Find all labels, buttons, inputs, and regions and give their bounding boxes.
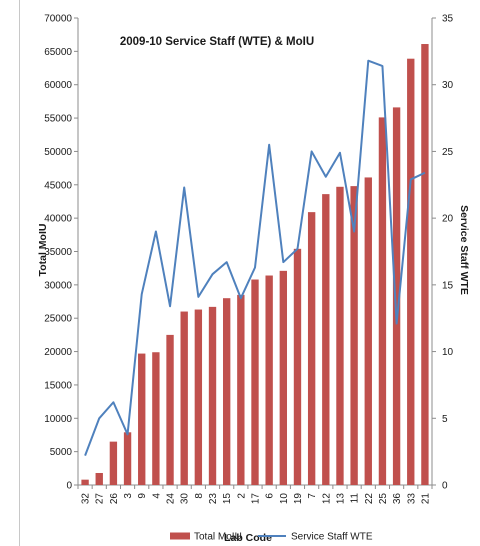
y-tick-label-left: 25000 [44,314,72,325]
x-axis: 32 27 26 3 9 4 24 30 8 23 15 2 17 6 10 19 7 12 13 11 22 25 36 3… [77,484,433,505]
legend-label-bar: Total MoIU [194,532,242,543]
y-tick-label-left: 70000 [44,14,72,25]
bar [364,177,372,485]
y-tick-label-left: 45000 [44,180,72,191]
y-tick-label-right: 20 [442,214,454,225]
chart-svg: 2009-10 Service Staff (WTE) & MoIU 0 5000… [37,14,470,545]
x-tick-label: 15 [222,493,233,505]
x-tick-label: 32 [81,493,92,505]
bar [322,194,330,485]
y-axis-right-title: Service Staff WTE [458,205,470,295]
x-tick-label: 8 [194,493,205,499]
x-tick-label: 9 [137,493,148,499]
y-tick-label-left: 0 [66,481,72,492]
x-tick-label: 26 [109,493,120,505]
y-tick-label-left: 30000 [44,280,72,291]
x-tick-label: 24 [166,493,177,505]
y-tick-label-left: 20000 [44,347,72,358]
y-tick-label-left: 10000 [44,414,72,425]
y-tick-label-right: 25 [442,147,454,158]
y-tick-label-right: 35 [442,14,454,25]
bar [208,306,217,485]
x-tick-label: 3 [123,493,134,499]
x-tick-label: 30 [180,493,191,505]
y-tick-label-left: 35000 [44,247,72,258]
x-tick-label: 7 [307,493,318,499]
x-tick-label: 19 [293,493,304,505]
bar [152,352,160,485]
bar-series [81,44,429,486]
x-tick-label: 6 [265,493,276,499]
bar [392,107,401,485]
bar [378,117,387,485]
bar [293,248,302,485]
y-tick-label-right: 30 [442,80,454,91]
bar [81,479,89,485]
y-tick-label-right: 0 [442,481,448,492]
x-tick-label: 13 [335,493,346,505]
bar [251,279,259,485]
chart-title: 2009-10 Service Staff (WTE) & MoIU [120,36,314,48]
x-tick-label: 12 [321,493,332,505]
legend-swatch-bar [170,532,190,540]
y-axis-left-title: Total MoIU [37,224,49,277]
y-tick-label-left: 50000 [44,147,72,158]
bar [350,186,358,485]
bar [95,472,103,485]
x-tick-label: 25 [378,493,389,505]
bar [109,441,118,485]
y-tick-label-left: 15000 [44,380,72,391]
bar [180,311,188,485]
line-path [84,59,426,457]
x-tick-label: 21 [420,493,431,505]
x-tick-label: 33 [406,493,417,505]
bar [265,275,273,485]
bar [166,334,174,485]
x-tick-label: 17 [251,493,262,505]
bar [307,212,316,486]
x-tick-label: 23 [208,493,219,505]
y-tick-label-right: 5 [442,414,448,425]
bar [222,298,231,485]
y-axis-right: 0 5 10 15 20 25 30 35 [431,14,454,492]
bar [123,432,132,485]
x-tick-label: 10 [279,493,290,505]
legend-label-line: Service Staff WTE [291,532,373,543]
y-tick-label-left: 5000 [50,447,73,458]
x-tick-label: 4 [151,493,162,499]
bar [194,309,203,485]
y-axis-left: 0 5000 10000 15000 20000 25000 30000 35000 40000… [44,14,79,492]
y-tick-label-left: 40000 [44,214,72,225]
x-tick-label: 36 [392,493,403,505]
x-tick-label: 22 [364,493,375,505]
y-tick-label-left: 55000 [44,114,72,125]
bar [279,270,288,485]
bar [336,186,344,485]
bar [407,58,415,486]
y-tick-label-left: 60000 [44,80,72,91]
x-tick-label: 2 [236,493,247,499]
y-tick-label-right: 15 [442,280,454,291]
legend: Total MoIU Service Staff WTE [170,532,373,543]
bar [421,44,429,486]
y-tick-label-left: 65000 [44,47,72,58]
bar [138,353,146,485]
x-tick-label: 11 [350,493,361,504]
y-tick-label-right: 10 [442,347,454,358]
line-series [84,59,426,457]
bar [237,294,245,485]
chart-frame: 2009-10 Service Staff (WTE) & MoIU 0 5000… [19,0,480,546]
x-tick-label: 27 [95,493,106,505]
